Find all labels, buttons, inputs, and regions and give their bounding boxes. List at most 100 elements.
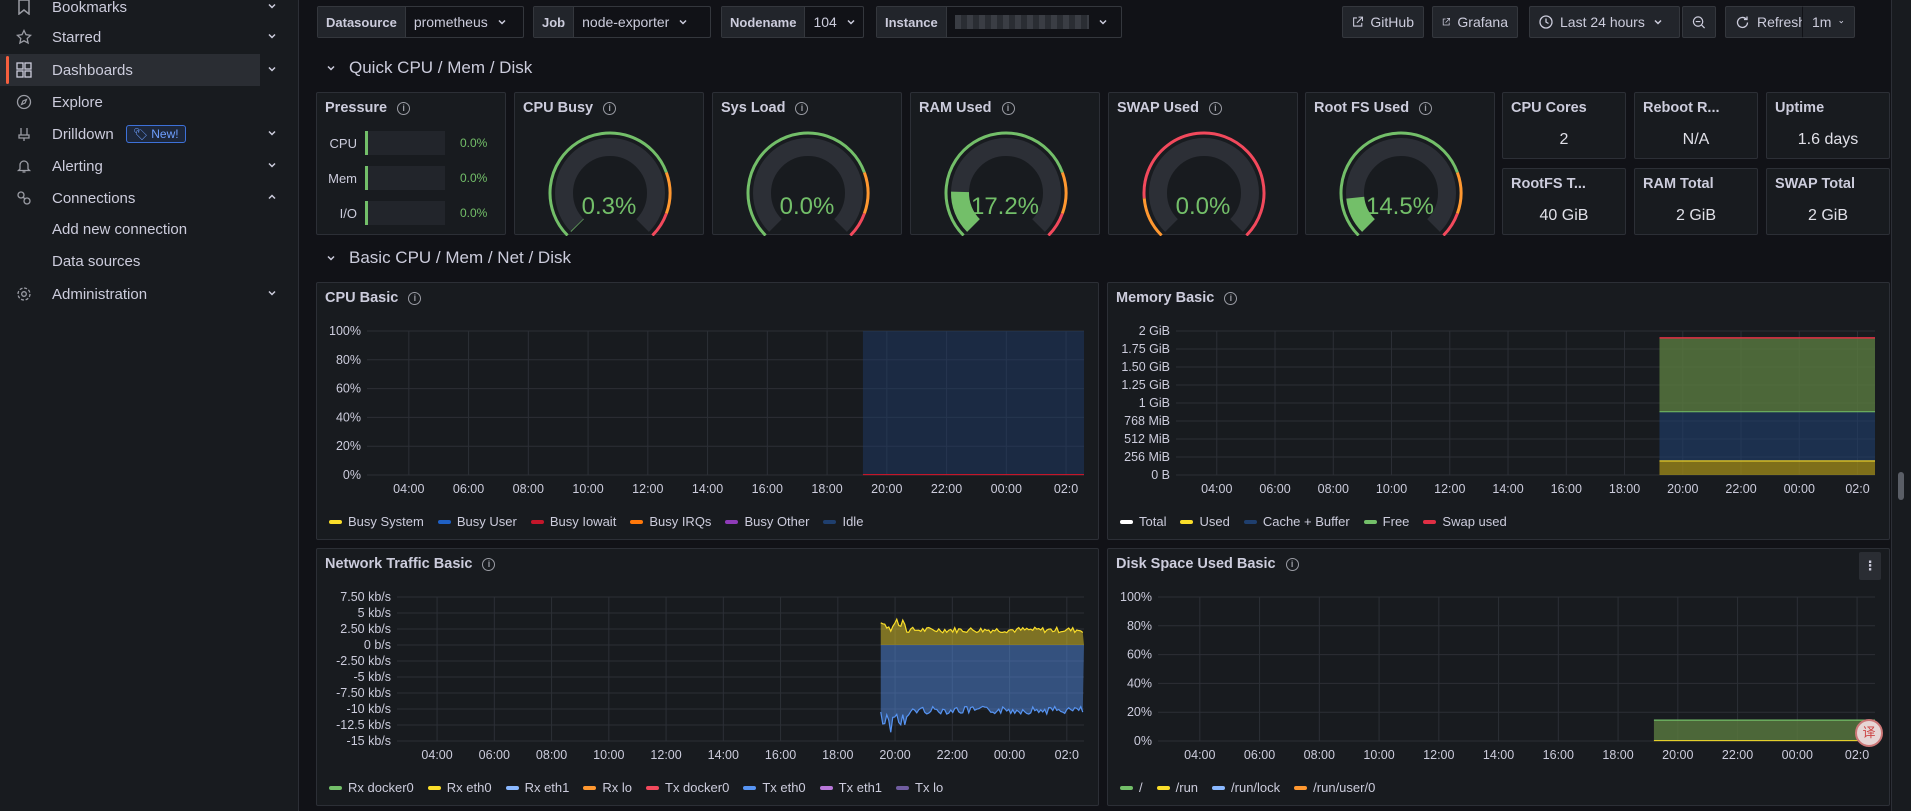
variable-datasource[interactable]: Datasource prometheus <box>317 6 524 38</box>
y-tick-label: -12.5 kb/s <box>336 718 391 732</box>
gauge-panel-sys-load[interactable]: Sys Load i 0.0% <box>712 92 902 236</box>
sidebar-item-alerting[interactable]: Alerting <box>0 150 276 182</box>
row-quick[interactable]: Quick CPU / Mem / Disk <box>325 58 532 78</box>
sidebar-item-drilldown[interactable]: Drilldown 🏷 New! <box>0 118 276 150</box>
stat-panel-cpu-cores[interactable]: CPU Cores 2 <box>1502 92 1626 159</box>
grafana-link-button[interactable]: Grafana <box>1432 6 1518 38</box>
stat-panel-uptime[interactable]: Uptime 1.6 days <box>1766 92 1890 159</box>
chevron-down-icon[interactable] <box>266 30 278 42</box>
variable-value[interactable] <box>947 7 1117 37</box>
legend-item[interactable]: Busy System <box>329 514 424 529</box>
sidebar-item-bookmarks[interactable]: Bookmarks <box>0 0 276 23</box>
legend-item[interactable]: Rx eth0 <box>427 780 492 795</box>
sidebar-item-starred[interactable]: Starred <box>0 21 276 53</box>
translate-icon[interactable]: 译 <box>1855 719 1883 747</box>
info-icon[interactable]: i <box>408 291 422 305</box>
sidebar-item-explore[interactable]: Explore <box>0 86 260 118</box>
legend-item[interactable]: Busy Other <box>725 514 809 529</box>
x-tick-label: 10:00 <box>572 482 603 496</box>
panel-title-text: Root FS Used <box>1314 100 1410 116</box>
chart-svg: 7.50 kb/s 5 kb/s 2.50 kb/s 0 b/s -2.50 kb/s -… <box>336 590 1084 762</box>
y-tick-label: 0 b/s <box>364 638 391 652</box>
info-icon[interactable]: i <box>1001 101 1015 115</box>
variable-value[interactable]: 104 <box>805 7 864 37</box>
legend-item[interactable]: Used <box>1180 514 1230 529</box>
sidebar-item-dashboards[interactable]: Dashboards <box>0 54 276 86</box>
zoom-out-button[interactable] <box>1682 6 1716 38</box>
legend-item[interactable]: Free <box>1363 514 1409 529</box>
info-icon[interactable]: i <box>603 101 617 115</box>
chevron-down-icon[interactable] <box>266 127 278 139</box>
row-basic[interactable]: Basic CPU / Mem / Net / Disk <box>325 248 571 268</box>
disk-space-used-basic-panel[interactable]: Disk Space Used Basic i ⋮ 100% 80% 60% 40% 20… <box>1107 548 1890 806</box>
info-icon[interactable]: i <box>795 101 809 115</box>
y-tick-label: 100% <box>329 324 361 338</box>
variable-job[interactable]: Job node-exporter <box>533 6 711 38</box>
sidebar-subitem-data-sources[interactable]: Data sources <box>52 253 141 270</box>
chevron-down-icon[interactable] <box>266 0 278 12</box>
chevron-down-icon[interactable] <box>266 159 278 171</box>
legend-item[interactable]: Tx eth0 <box>743 780 806 795</box>
info-icon[interactable]: i <box>1208 101 1222 115</box>
chart-legend: Rx docker0 Rx eth0 Rx eth1 Rx lo Tx docker0 T… <box>329 780 943 795</box>
pressure-panel[interactable]: Pressure i CPU 0.0% Mem 0.0% I/O 0.0% <box>316 92 506 235</box>
scrollbar-thumb[interactable] <box>1898 472 1904 500</box>
stat-panel-ram-total[interactable]: RAM Total 2 GiB <box>1634 168 1758 235</box>
sidebar-item-label: Drilldown <box>52 125 114 143</box>
legend-label: Cache + Buffer <box>1262 514 1350 529</box>
legend-item[interactable]: / <box>1120 780 1143 795</box>
cpu-basic-panel[interactable]: CPU Basic i 100% 80% 60% 40% 20% 0% 04:00 06:00 0… <box>316 282 1099 540</box>
gauge-panel-ram-used[interactable]: RAM Used i 17.2% <box>910 92 1100 236</box>
x-tick-label: 00:00 <box>1784 482 1815 496</box>
info-icon[interactable]: i <box>1224 291 1238 305</box>
chevron-down-icon[interactable] <box>266 63 278 75</box>
legend-item[interactable]: /run/lock <box>1212 780 1280 795</box>
sidebar-item-administration[interactable]: Administration <box>0 278 276 310</box>
legend-item[interactable]: Busy IRQs <box>630 514 711 529</box>
memory-basic-panel[interactable]: Memory Basic i 2 GiB 1.75 GiB 1.50 GiB 1.25 … <box>1107 282 1890 540</box>
chevron-down-icon <box>498 19 506 25</box>
legend-item[interactable]: /run/user/0 <box>1294 780 1375 795</box>
variable-value[interactable]: node-exporter <box>574 7 697 37</box>
legend-item[interactable]: Idle <box>823 514 863 529</box>
y-tick-label: -7.50 kb/s <box>336 686 391 700</box>
x-tick-label: 08:00 <box>513 482 544 496</box>
stat-panel-swap-total[interactable]: SWAP Total 2 GiB <box>1766 168 1890 235</box>
legend-label: Tx docker0 <box>665 780 730 795</box>
legend-item[interactable]: Busy Iowait <box>530 514 616 529</box>
legend-item[interactable]: Swap used <box>1423 514 1507 529</box>
info-icon[interactable]: i <box>482 557 496 571</box>
gauge-panel-root-fs-used[interactable]: Root FS Used i 14.5% <box>1305 92 1495 236</box>
legend-item[interactable]: Rx eth1 <box>505 780 569 795</box>
info-icon[interactable]: i <box>1285 557 1299 571</box>
gauge-panel-swap-used[interactable]: SWAP Used i 0.0% <box>1108 92 1298 236</box>
variable-value[interactable]: prometheus <box>406 7 516 37</box>
legend-item[interactable]: Tx lo <box>896 780 943 795</box>
legend-item[interactable]: Tx docker0 <box>646 780 729 795</box>
info-icon[interactable]: i <box>397 101 411 115</box>
sidebar-item-connections[interactable]: Connections <box>0 182 276 214</box>
legend-item[interactable]: Busy User <box>437 514 517 529</box>
legend-item[interactable]: Rx docker0 <box>329 780 414 795</box>
legend-item[interactable]: Tx eth1 <box>819 780 882 795</box>
panel-menu-button[interactable]: ⋮ <box>1859 552 1881 580</box>
variable-instance[interactable]: Instance <box>876 6 1122 38</box>
chevron-down-icon[interactable] <box>266 287 278 299</box>
time-range-picker[interactable]: Last 24 hours <box>1529 6 1680 38</box>
sidebar-subitem-add-new-connection[interactable]: Add new connection <box>52 221 188 238</box>
scrollbar[interactable] <box>1891 0 1911 811</box>
legend-item[interactable]: Total <box>1120 514 1166 529</box>
legend-item[interactable]: Cache + Buffer <box>1243 514 1350 529</box>
legend-item[interactable]: Rx lo <box>583 780 632 795</box>
gauge-panel-cpu-busy[interactable]: CPU Busy i 0.3% <box>514 92 704 236</box>
chevron-up-icon[interactable] <box>266 191 278 203</box>
network-traffic-basic-panel[interactable]: Network Traffic Basic i 7.50 kb/s 5 kb/s 2.… <box>316 548 1099 806</box>
info-icon[interactable]: i <box>1419 101 1433 115</box>
refresh-interval-picker[interactable]: 1m <box>1802 6 1855 38</box>
stat-panel-rootfs-total[interactable]: RootFS T... 40 GiB <box>1502 168 1626 235</box>
legend-item[interactable]: /run <box>1156 780 1198 795</box>
github-link-button[interactable]: GitHub <box>1342 6 1424 38</box>
x-tick-label: 20:00 <box>871 482 902 496</box>
stat-panel-reboot-required[interactable]: Reboot R... N/A <box>1634 92 1758 159</box>
variable-nodename[interactable]: Nodename 104 <box>721 6 864 38</box>
